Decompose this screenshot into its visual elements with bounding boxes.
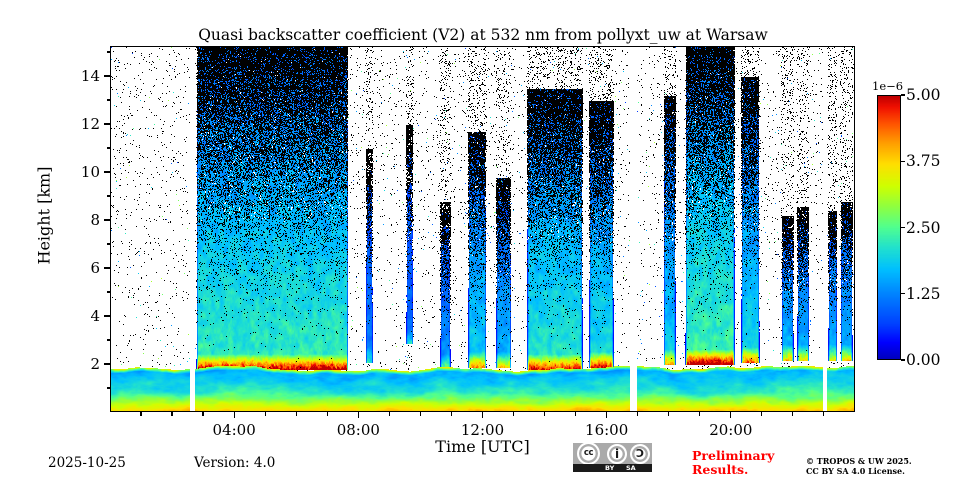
colorbar-tick xyxy=(901,160,905,162)
colorbar-tick-label: 0.00 xyxy=(906,351,941,369)
y-axis-tick xyxy=(106,195,110,197)
page-title: Quasi backscatter coefficient (V2) at 53… xyxy=(198,26,768,44)
x-axis-tick xyxy=(140,412,142,416)
colorbar-gradient xyxy=(877,95,901,360)
y-axis-tick xyxy=(106,147,110,149)
cc-by-label: BY xyxy=(605,464,615,472)
y-axis-tick xyxy=(106,339,110,341)
x-axis-tick xyxy=(543,412,546,416)
x-axis-tick xyxy=(233,412,235,418)
x-axis-tick xyxy=(668,412,670,416)
x-axis-label: Time [UTC] xyxy=(435,437,530,456)
colorbar-tick xyxy=(901,293,905,295)
y-axis-tick-label: 12 xyxy=(80,115,100,133)
cc-icon: cc xyxy=(577,442,600,465)
x-axis-tick xyxy=(637,412,639,416)
copyright-line-2: CC BY SA 4.0 License. xyxy=(806,466,905,476)
y-axis-tick xyxy=(104,123,110,125)
colorbar-tick xyxy=(901,359,905,361)
colorbar-tick-label: 1.25 xyxy=(906,284,941,303)
colorbar-tick xyxy=(901,94,905,96)
y-axis-tick xyxy=(104,219,110,221)
plot-axes xyxy=(110,46,855,412)
cc-badge-footer-bar xyxy=(573,464,652,472)
x-axis-tick xyxy=(730,412,732,418)
y-axis-tick xyxy=(106,243,110,245)
y-axis-tick-label: 2 xyxy=(90,355,100,373)
x-axis-tick-label: 16:00 xyxy=(585,421,629,439)
x-axis-tick xyxy=(264,412,266,416)
x-axis-tick-label: 08:00 xyxy=(336,421,380,439)
copyright-line-1: © TROPOS & UW 2025. xyxy=(806,456,912,466)
x-axis-tick xyxy=(512,412,515,416)
heatmap-data-canvas xyxy=(111,47,854,411)
y-axis-tick xyxy=(106,387,110,389)
y-axis-tick xyxy=(106,99,110,101)
x-axis-tick xyxy=(481,412,484,418)
cc-sa-label: SA xyxy=(626,464,636,472)
y-axis-tick xyxy=(104,171,110,173)
y-axis-tick-label: 8 xyxy=(90,211,100,229)
x-axis-tick xyxy=(295,412,297,416)
colorbar-tick-label: 2.50 xyxy=(906,218,941,237)
x-axis-tick xyxy=(171,412,173,416)
y-axis-tick xyxy=(104,363,110,365)
x-axis-tick xyxy=(792,412,794,416)
x-axis-tick xyxy=(326,412,328,416)
x-axis-tick-label: 04:00 xyxy=(212,421,256,439)
cc-badge-icons: cc i Ɔ xyxy=(573,442,652,465)
x-axis-tick-label: 12:00 xyxy=(460,421,505,439)
x-axis-tick xyxy=(202,412,204,416)
y-axis-label: Height [km] xyxy=(34,166,54,265)
colorbar-exponent-label: 1e−6 xyxy=(872,79,904,93)
x-axis-tick xyxy=(823,412,825,416)
y-axis-tick xyxy=(104,315,110,317)
x-axis-tick xyxy=(606,412,608,418)
copyright-notice: © TROPOS & UW 2025. CC BY SA 4.0 License… xyxy=(806,456,912,476)
y-axis-tick xyxy=(106,291,110,293)
x-axis-tick-label: 20:00 xyxy=(709,421,753,439)
colorbar-tick xyxy=(901,226,905,229)
x-axis-tick xyxy=(761,412,763,416)
x-axis-tick xyxy=(450,412,452,416)
y-axis-tick-label: 10 xyxy=(80,163,100,181)
preliminary-results-notice: Preliminary Results. xyxy=(692,448,775,477)
x-axis-tick xyxy=(574,412,577,416)
x-axis-tick xyxy=(388,412,390,416)
y-axis-tick-label: 14 xyxy=(80,67,100,85)
creative-commons-badge[interactable]: cc i Ɔ BY SA xyxy=(573,442,652,472)
y-axis-tick xyxy=(104,267,110,269)
y-axis-tick xyxy=(104,75,110,77)
x-axis-tick xyxy=(699,412,701,416)
colorbar-tick-label: 3.75 xyxy=(906,152,941,171)
footer-date: 2025-10-25 xyxy=(48,455,126,471)
colorbar-tick-label: 5.00 xyxy=(906,86,941,104)
colorbar xyxy=(877,95,901,360)
x-axis-tick xyxy=(357,412,359,418)
cc-sa-icon: Ɔ xyxy=(630,443,650,464)
x-axis-tick xyxy=(419,412,421,416)
y-axis-tick-label: 4 xyxy=(90,307,100,325)
cc-by-icon: i xyxy=(607,443,627,464)
footer-version: Version: 4.0 xyxy=(194,455,276,471)
y-axis-tick-label: 6 xyxy=(90,259,100,277)
y-axis-tick xyxy=(106,51,110,53)
